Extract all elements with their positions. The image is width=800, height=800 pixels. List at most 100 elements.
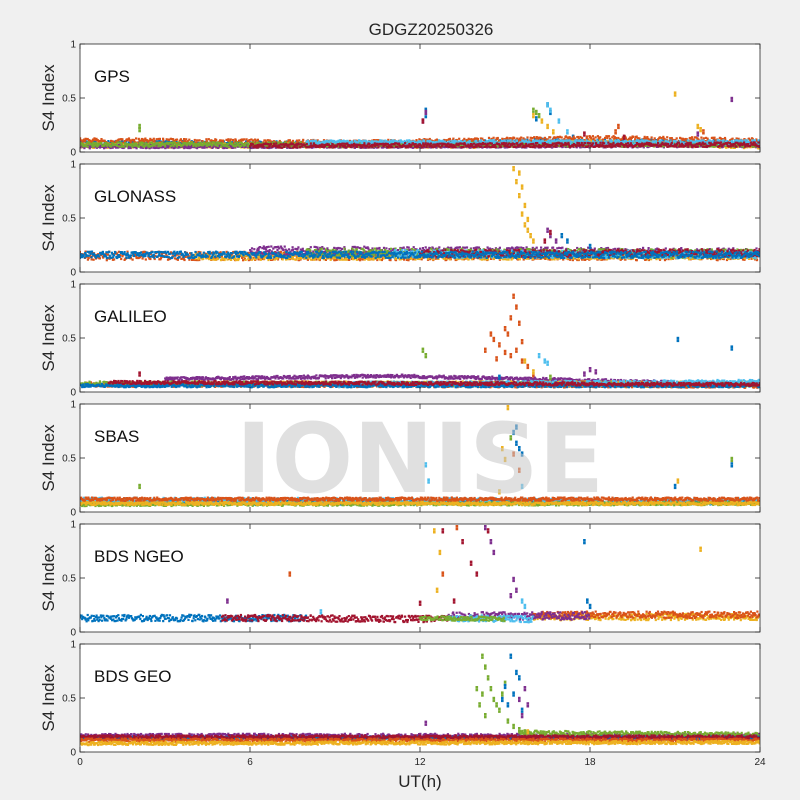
data-point (731, 137, 734, 140)
data-point (120, 143, 123, 146)
data-point (95, 137, 98, 140)
data-point (81, 144, 84, 147)
data-point (175, 138, 178, 141)
data-point (696, 123, 700, 127)
data-point (175, 145, 178, 148)
data-point (147, 143, 150, 146)
data-point (100, 138, 103, 141)
data-point (620, 139, 623, 142)
data-point (231, 146, 235, 149)
figure-title: GDGZ20250326 (369, 20, 494, 39)
data-point (481, 137, 484, 140)
data-point (611, 136, 614, 139)
data-point (517, 138, 520, 141)
data-point (529, 144, 532, 147)
data-point (226, 142, 229, 145)
data-point (191, 141, 194, 144)
data-point (187, 145, 190, 148)
data-point (122, 145, 126, 148)
data-point (455, 138, 458, 142)
data-point (470, 140, 473, 143)
data-point (234, 142, 237, 145)
data-point (735, 137, 738, 140)
data-point (630, 136, 633, 140)
data-point (624, 145, 627, 148)
data-point (225, 138, 228, 141)
data-point (85, 138, 88, 141)
data-point (506, 136, 509, 139)
data-point (150, 146, 153, 149)
data-point (219, 139, 223, 142)
data-point (535, 112, 538, 116)
data-point (619, 138, 622, 142)
data-point (342, 139, 345, 142)
data-point (234, 139, 237, 142)
data-point (361, 142, 365, 145)
data-point (139, 139, 143, 142)
data-point (643, 135, 646, 138)
data-point (607, 135, 611, 138)
data-point (652, 139, 655, 142)
data-point (139, 141, 142, 144)
data-point (290, 146, 293, 149)
data-point (194, 143, 197, 146)
data-point (535, 118, 538, 122)
data-point (167, 146, 170, 149)
data-point (613, 138, 616, 141)
data-point (670, 137, 673, 140)
data-point (242, 144, 245, 147)
data-point (752, 145, 755, 148)
data-point (535, 136, 538, 139)
data-point (375, 139, 378, 142)
data-point (509, 137, 512, 140)
data-point (533, 136, 536, 139)
data-point (196, 147, 199, 150)
data-point (382, 146, 385, 149)
data-point (229, 146, 232, 149)
data-point (223, 144, 226, 147)
data-point (229, 138, 232, 141)
data-point (546, 138, 549, 141)
data-point (162, 146, 165, 149)
data-point (501, 137, 504, 140)
data-point (568, 136, 571, 139)
data-point (186, 140, 189, 143)
data-point (721, 138, 724, 141)
data-point (526, 136, 529, 139)
data-point (238, 139, 241, 142)
data-point (535, 137, 538, 140)
data-point (268, 146, 271, 150)
data-point (549, 136, 552, 139)
data-point (725, 146, 728, 149)
data-point (110, 140, 113, 143)
data-point (635, 135, 638, 138)
data-point (121, 138, 124, 141)
data-point (199, 143, 202, 146)
data-point (696, 131, 700, 134)
data-point (539, 136, 542, 139)
data-point (166, 140, 169, 143)
data-point (338, 141, 341, 144)
data-point (100, 141, 103, 144)
data-point (256, 138, 259, 141)
data-point (508, 137, 511, 140)
data-point (608, 137, 612, 140)
data-point (93, 144, 96, 147)
data-point (669, 137, 672, 140)
data-point (178, 139, 181, 142)
data-point (546, 123, 549, 127)
data-point (231, 141, 234, 144)
data-point (180, 139, 183, 142)
data-point (617, 123, 620, 127)
data-point (159, 144, 162, 147)
data-point (249, 141, 252, 144)
data-point (388, 142, 391, 145)
data-point (315, 141, 318, 145)
data-point (288, 139, 291, 142)
data-point (434, 139, 437, 142)
data-point (237, 145, 240, 148)
data-point (543, 136, 546, 139)
data-point (134, 145, 137, 148)
data-point (733, 145, 736, 148)
